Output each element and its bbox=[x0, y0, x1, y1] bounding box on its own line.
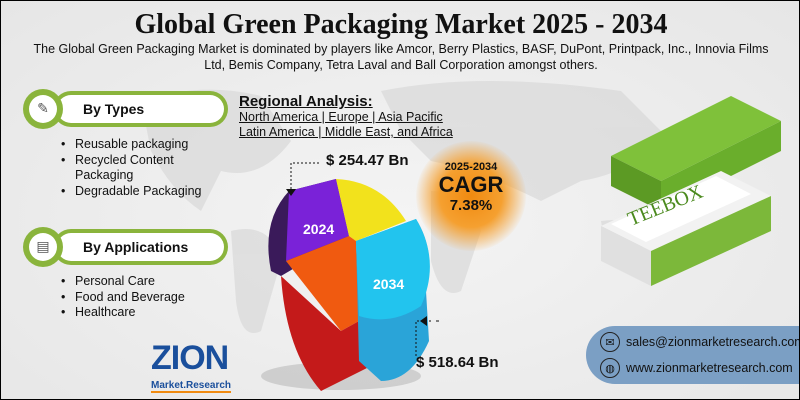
logo-name: ZION bbox=[151, 339, 229, 377]
value-2034: $ 518.64 Bn bbox=[416, 354, 499, 371]
regional-line-1: North America | Europe | Asia Pacific bbox=[239, 110, 443, 124]
regional-line-2: Latin America | Middle East, and Africa bbox=[239, 125, 453, 139]
regional-analysis: Regional Analysis: North America | Europ… bbox=[239, 93, 453, 140]
subtitle: The Global Green Packaging Market is dom… bbox=[33, 42, 769, 72]
pie-slice-purple bbox=[286, 179, 349, 261]
list-item: Recycled Content Packaging bbox=[61, 153, 201, 184]
label-2034: 2034 bbox=[373, 276, 404, 292]
cagr-value: 7.38% bbox=[449, 197, 493, 214]
regional-heading: Regional Analysis: bbox=[239, 93, 373, 110]
by-types-label: By Types bbox=[57, 95, 224, 123]
logo-sub: Market.Research bbox=[151, 380, 232, 393]
list-item: Food and Beverage bbox=[61, 290, 211, 306]
cagr-label: CAGR bbox=[438, 172, 504, 197]
list-item: Healthcare bbox=[61, 305, 211, 321]
mail-icon: ✉ bbox=[600, 332, 620, 352]
by-applications-header: By Applications ▤ bbox=[23, 227, 228, 267]
pie-slice-yellow bbox=[336, 179, 406, 241]
zion-logo: ZION Market.Research bbox=[151, 339, 241, 393]
edit-chat-icon: ✎ bbox=[29, 95, 57, 123]
list-item: Reusable packaging bbox=[61, 137, 211, 153]
label-2024: 2024 bbox=[303, 221, 334, 237]
list-item: Degradable Packaging bbox=[61, 184, 211, 200]
document-icon: ▤ bbox=[29, 233, 57, 261]
by-applications-label: By Applications bbox=[57, 233, 224, 261]
cagr-period: 2025-2034 bbox=[444, 161, 498, 173]
by-types-header: By Types ✎ bbox=[23, 89, 228, 129]
list-item: Personal Care bbox=[61, 274, 211, 290]
cagr-glow bbox=[416, 141, 526, 251]
email-link[interactable]: sales@zionmarketresearch.com bbox=[626, 335, 800, 349]
cagr-block: 2025-2034 CAGR 7.38% bbox=[416, 161, 526, 214]
pie-slice-blue bbox=[356, 219, 430, 320]
pie-graphic: 2024 2034 bbox=[261, 179, 430, 391]
email-row[interactable]: ✉ sales@zionmarketresearch.com bbox=[600, 332, 800, 352]
page-title: Global Green Packaging Market 2025 - 203… bbox=[134, 9, 668, 40]
product-boxes-image: TEEBOX bbox=[601, 96, 781, 286]
globe-icon: ◍ bbox=[600, 358, 620, 378]
contact-box: ✉ sales@zionmarketresearch.com ◍ www.zio… bbox=[586, 326, 800, 384]
website-link[interactable]: www.zionmarketresearch.com bbox=[626, 361, 793, 375]
callout-arrows bbox=[286, 162, 439, 356]
pie-slice-red bbox=[281, 276, 381, 391]
types-list: Reusable packaging Recycled Content Pack… bbox=[61, 137, 211, 199]
value-2024: $ 254.47 Bn bbox=[326, 152, 409, 169]
applications-list: Personal Care Food and Beverage Healthca… bbox=[61, 274, 211, 321]
website-row[interactable]: ◍ www.zionmarketresearch.com bbox=[600, 358, 793, 378]
pie-slice-orange bbox=[286, 236, 359, 331]
